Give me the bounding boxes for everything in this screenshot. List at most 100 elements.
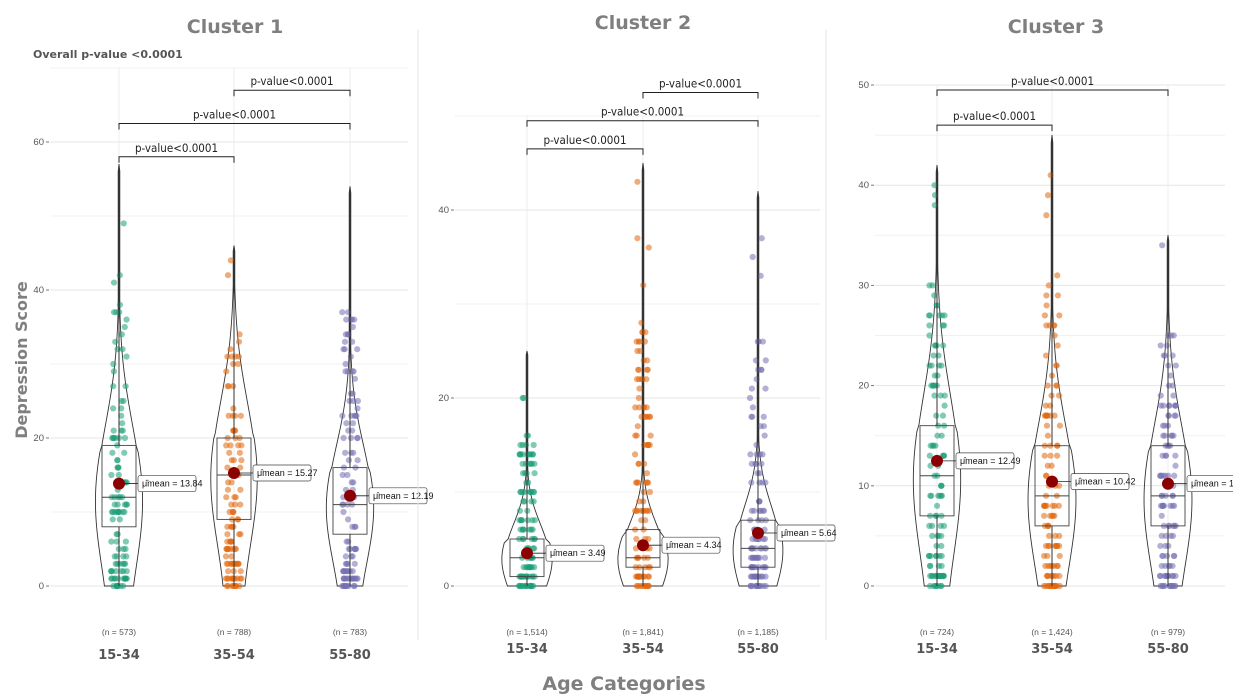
data-point: [349, 323, 356, 331]
data-point: [1157, 582, 1164, 590]
x-tick-label: 35-54: [213, 648, 255, 663]
data-point: [749, 582, 756, 590]
outlier-point: [645, 244, 652, 251]
data-point: [343, 316, 350, 323]
x-axis-title: Age Categories: [542, 673, 705, 695]
data-point: [1157, 392, 1164, 399]
data-point: [525, 479, 532, 486]
significance-label: p-value<0.0001: [543, 133, 626, 147]
data-point: [1169, 352, 1176, 359]
data-point: [1053, 382, 1060, 389]
data-point: [107, 568, 115, 575]
group-35-54: μ̂mean = 15.27: [210, 245, 317, 590]
data-point: [762, 479, 769, 486]
data-point: [645, 573, 652, 580]
box: [216, 437, 252, 520]
data-point: [519, 470, 527, 477]
data-point: [349, 390, 356, 397]
mean-point: [637, 539, 649, 552]
data-point: [638, 376, 645, 383]
data-point: [643, 366, 651, 373]
data-point: [354, 346, 361, 353]
significance-label: p-value<0.0001: [1011, 74, 1094, 88]
box: [332, 467, 368, 535]
data-point: [643, 470, 651, 477]
data-point: [1160, 432, 1167, 439]
data-point: [225, 412, 232, 419]
outlier-point: [931, 182, 938, 189]
data-point: [634, 423, 641, 430]
data-point: [1056, 422, 1064, 429]
data-point: [758, 460, 765, 467]
data-point: [926, 562, 934, 570]
data-point: [527, 460, 535, 467]
data-point: [348, 449, 355, 456]
data-point: [225, 575, 232, 582]
data-point: [350, 479, 357, 486]
data-point: [110, 360, 117, 368]
data-point: [339, 471, 346, 479]
outlier-point: [116, 272, 123, 279]
data-point: [1162, 472, 1169, 479]
data-point: [926, 322, 933, 329]
data-point: [349, 338, 356, 345]
outlier-point: [749, 253, 756, 261]
data-point: [519, 451, 527, 458]
data-point: [752, 573, 759, 580]
data-point: [632, 432, 639, 439]
data-point: [762, 385, 769, 392]
data-point: [109, 508, 116, 516]
data-point: [753, 451, 760, 458]
data-point: [1044, 432, 1052, 439]
mean-point: [931, 454, 943, 467]
data-point: [1054, 562, 1061, 570]
data-point: [519, 526, 527, 533]
data-point: [761, 432, 768, 439]
mean-label: μ̂mean = 3.49: [550, 548, 605, 558]
data-point: [928, 522, 936, 529]
x-tick-label: 15-34: [98, 648, 140, 663]
mean-label: μ̂mean = 15.27: [257, 468, 317, 478]
data-point: [229, 508, 237, 516]
data-point: [113, 508, 121, 516]
data-point: [746, 394, 754, 402]
data-point: [1171, 552, 1178, 560]
y-tick-label: 0: [864, 581, 869, 592]
data-point: [931, 392, 938, 399]
data-point: [1163, 552, 1171, 560]
mean-point: [1162, 477, 1174, 490]
data-point: [927, 572, 934, 580]
data-point: [114, 501, 121, 508]
data-point: [636, 385, 643, 392]
data-point: [925, 552, 933, 560]
data-point: [108, 575, 116, 582]
data-point: [635, 582, 642, 590]
data-point: [941, 392, 948, 399]
data-point: [635, 394, 642, 402]
outlier-point: [110, 279, 118, 286]
data-point: [236, 449, 243, 456]
data-point: [1043, 422, 1051, 429]
cluster-title: Cluster 2: [595, 12, 691, 34]
data-point: [226, 449, 233, 456]
data-point: [940, 452, 948, 459]
data-point: [1054, 342, 1061, 349]
data-point: [1169, 562, 1176, 570]
data-point: [348, 553, 355, 560]
y-tick-label: 40: [33, 285, 44, 296]
data-point: [228, 457, 235, 464]
data-point: [749, 404, 757, 411]
significance-bracket: [936, 124, 1053, 132]
mean-point: [113, 477, 125, 490]
data-point: [344, 471, 351, 479]
data-point: [123, 553, 130, 560]
data-point: [517, 488, 524, 496]
data-point: [632, 404, 639, 411]
data-point: [118, 412, 125, 419]
data-point: [235, 560, 242, 567]
data-point: [223, 442, 230, 449]
sample-size-label: (n = 979): [1151, 627, 1185, 637]
x-tick-label: 15-34: [916, 642, 958, 657]
data-point: [643, 404, 650, 411]
